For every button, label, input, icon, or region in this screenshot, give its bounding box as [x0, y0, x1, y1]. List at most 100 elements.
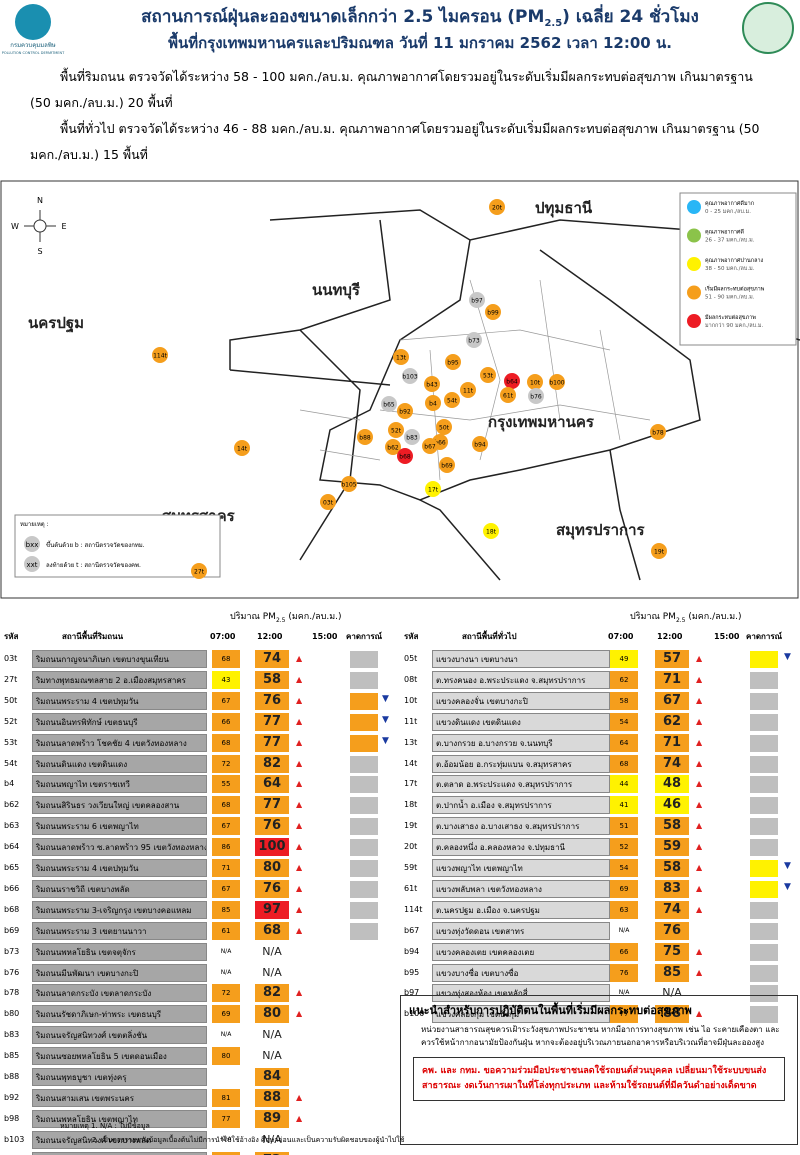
value-0700: 67: [212, 691, 240, 710]
advice-box: แนะนำสำหรับการปฏิบัติตนในพื้นที่เริ่มมีผ…: [400, 995, 798, 1145]
station-marker: [485, 304, 501, 320]
province-label: นนทบุรี: [312, 281, 361, 300]
subtitle: พื้นที่กรุงเทพมหานครและปริมณฑล วันที่ 11…: [168, 31, 672, 53]
station-code: b92: [4, 1092, 20, 1102]
legend-swatch: [687, 228, 701, 243]
station-marker: [472, 436, 488, 452]
station-name: ต.นครปฐม อ.เมือง จ.นครปฐม: [432, 900, 610, 919]
station-marker: [444, 392, 460, 408]
trend-arrow: ▲: [696, 758, 703, 768]
value-1200: 76: [655, 921, 689, 940]
station-code: b103: [402, 374, 417, 381]
forecast-box: [750, 755, 778, 773]
station-marker: [381, 396, 397, 412]
station-marker: [397, 403, 413, 419]
station-code: 27t: [4, 674, 18, 684]
value-1200: 58: [255, 670, 289, 689]
value-0700: 58: [610, 691, 638, 710]
trend-arrow: ▲: [696, 1009, 703, 1019]
compass-s: S: [37, 247, 42, 256]
station-marker: [425, 481, 441, 497]
trend-arrow: ▲: [696, 883, 703, 893]
value-1200: 68: [255, 921, 289, 940]
forecast-box: [350, 860, 378, 877]
trend-arrow: ▲: [296, 654, 303, 663]
station-code: b95: [404, 967, 420, 977]
value-0700: 77: [610, 1005, 638, 1024]
station-code: b83: [406, 435, 418, 442]
station-code: b67: [404, 925, 420, 935]
value-1200: 74: [655, 754, 689, 773]
station-code: 11t: [463, 388, 474, 395]
note-title: หมายเหตุ :: [20, 521, 49, 528]
column-header: 07:00: [210, 632, 236, 641]
station-marker: [191, 563, 207, 579]
station-name: แขวงพลับพลา เขตวังทองหลาง: [432, 879, 610, 898]
value-1200: 58: [655, 859, 689, 877]
legend-range: 26 - 37 มคก./ลบ.ม.: [705, 238, 755, 244]
station-marker: [445, 354, 461, 370]
value-0700: N/A: [212, 942, 240, 961]
forecast-box: [350, 839, 378, 857]
forecast-box: [750, 860, 778, 877]
station-code: 11t: [404, 716, 418, 726]
forecast-box: [350, 713, 378, 731]
logo-text-en: POLLUTION CONTROL DEPARTMENT: [2, 51, 65, 55]
trend-arrow: ▲: [296, 883, 303, 893]
forecast-box: [350, 692, 378, 710]
trend-arrow: ▲: [296, 716, 303, 726]
trend-arrow: ▲: [696, 654, 703, 663]
station-code: 52t: [391, 428, 402, 435]
trend-arrow: ▲: [696, 779, 703, 789]
value-0700: 71: [212, 859, 240, 877]
station-code: b68: [399, 454, 411, 461]
station-name: ริมถนนลาดพร้าว ซ.ลาดพร้าว 95 เขตวังทองหล…: [32, 838, 207, 857]
value-1200: 97: [255, 900, 289, 919]
station-code: b85: [4, 1051, 20, 1061]
station-code: b100: [404, 1009, 425, 1019]
value-1200: N/A: [255, 942, 289, 961]
station-code: b78: [4, 988, 20, 998]
value-1200: 77: [255, 712, 289, 731]
station-code: b95: [447, 360, 459, 367]
compass-w: W: [11, 222, 19, 231]
station-name: แขวงพญาไท เขตพญาไท: [432, 859, 610, 877]
station-code: b88: [359, 435, 371, 442]
station-code: b80: [4, 1009, 20, 1019]
note-b-icon: [24, 536, 40, 552]
advice-title: แนะนำสำหรับการปฏิบัติตนในพื้นที่เริ่มมีผ…: [409, 1004, 692, 1017]
station-name: ริมถนนพระราม 2 เขตบางขุนเทียน: [32, 1151, 207, 1155]
station-code: 08t: [404, 674, 418, 684]
value-1200: N/A: [655, 984, 689, 1003]
station-code: 114t: [153, 353, 167, 360]
forecast-box: [350, 922, 378, 940]
forecast-arrow: ▼: [382, 714, 389, 725]
value-1200: N/A: [255, 1047, 289, 1066]
stations: 20t b97 b99 b73 13t b95 53t b103 b43 b64 10t b100 b7…: [152, 199, 667, 579]
advice-appeal: คพ. และ กทม. ขอความร่วมมือประชาชนลดใช้รถ…: [413, 1057, 785, 1101]
station-code: b103: [4, 1134, 25, 1144]
forecast-box: [350, 901, 378, 919]
station-code: 61t: [503, 393, 514, 400]
note-b-symbol: bxx: [26, 541, 39, 549]
station-marker: [480, 367, 496, 383]
trend-arrow: ▲: [296, 800, 303, 810]
station-code: 54t: [447, 398, 458, 405]
value-0700: 69: [610, 879, 638, 898]
station-code: 20t: [492, 205, 503, 212]
unit-pre: ปริมาณ PM: [630, 612, 676, 622]
station-marker: [528, 388, 544, 404]
column-header: คาดการณ์: [746, 632, 783, 641]
forecast-box: [750, 985, 778, 1003]
forecast-box: [350, 651, 378, 668]
station-marker: [404, 429, 420, 445]
compass-n: N: [37, 196, 43, 205]
forecast-box: [750, 818, 778, 836]
station-code: b65: [4, 863, 20, 872]
value-1200: 85: [655, 963, 689, 982]
unit-header: ปริมาณ PM2.5 (มคก./ลบ.ม.): [630, 608, 742, 630]
station-name: ริมถนนพหลโยธิน เขตจตุจักร: [32, 942, 207, 961]
trend-arrow: ▲: [696, 695, 703, 705]
station-marker: [504, 373, 520, 389]
station-marker: [527, 374, 543, 390]
